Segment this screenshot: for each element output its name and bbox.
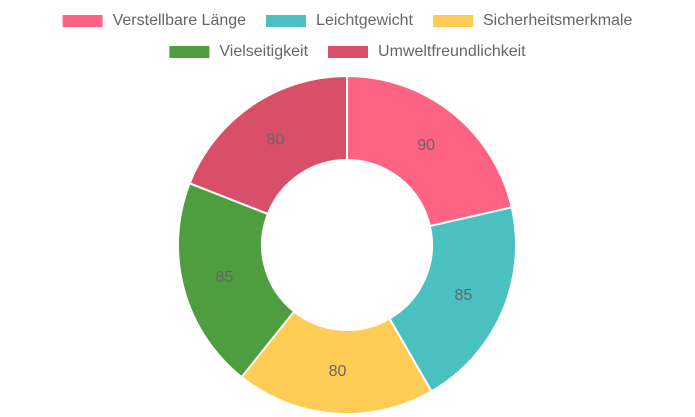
slice (240, 310, 433, 415)
slice (188, 74, 348, 216)
legend-label: Sicherheitsmerkmale (483, 12, 632, 29)
legend-swatch (169, 46, 210, 58)
legend-label: Verstellbare Länge (113, 12, 247, 29)
data-label: 80 (329, 363, 347, 380)
legend-swatch (328, 46, 369, 58)
legend-swatch (266, 15, 307, 27)
legend-label: Umweltfreundlichkeit (378, 43, 526, 60)
data-label: 80 (267, 131, 285, 148)
data-label: 90 (417, 137, 435, 154)
legend-item: Sicherheitsmerkmale (433, 12, 632, 29)
legend-item: Vielseitigkeit (169, 43, 309, 60)
legend-label: Leichtgewicht (316, 12, 414, 29)
slice (177, 181, 296, 379)
legend-item: Umweltfreundlichkeit (328, 43, 526, 60)
data-label: 85 (455, 287, 473, 304)
slice (388, 206, 517, 393)
legend-item: Verstellbare Länge (62, 12, 247, 29)
slice (346, 74, 513, 228)
legend-swatch (433, 15, 473, 27)
legend-item: Leichtgewicht (266, 12, 414, 29)
data-label: 85 (215, 269, 233, 286)
legend-label: Vielseitigkeit (219, 43, 308, 60)
legend-swatch (62, 15, 103, 27)
